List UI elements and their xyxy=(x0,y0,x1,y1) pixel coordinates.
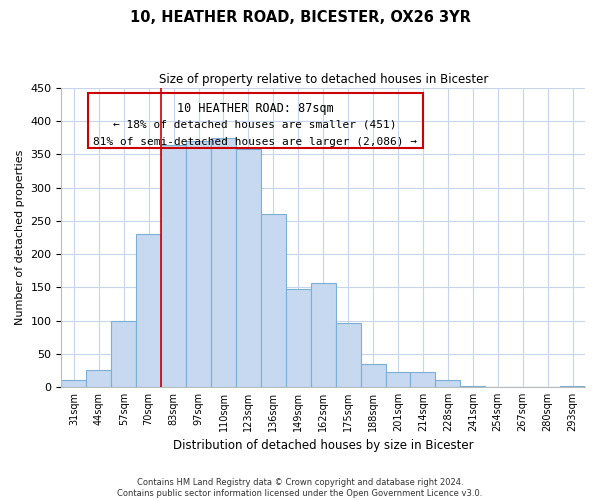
X-axis label: Distribution of detached houses by size in Bicester: Distribution of detached houses by size … xyxy=(173,440,473,452)
Bar xyxy=(111,320,136,387)
Text: ← 18% of detached houses are smaller (451): ← 18% of detached houses are smaller (45… xyxy=(113,120,397,130)
Bar xyxy=(311,284,335,387)
Text: 10, HEATHER ROAD, BICESTER, OX26 3YR: 10, HEATHER ROAD, BICESTER, OX26 3YR xyxy=(130,10,470,25)
Bar xyxy=(286,288,311,387)
Bar xyxy=(211,138,236,387)
Bar xyxy=(261,214,286,387)
Bar xyxy=(335,323,361,387)
Bar xyxy=(86,370,111,387)
Bar xyxy=(560,386,585,387)
Bar xyxy=(186,141,211,387)
Bar xyxy=(236,149,261,387)
Text: 81% of semi-detached houses are larger (2,086) →: 81% of semi-detached houses are larger (… xyxy=(93,138,417,147)
Bar xyxy=(136,234,161,387)
Title: Size of property relative to detached houses in Bicester: Size of property relative to detached ho… xyxy=(158,72,488,86)
Bar xyxy=(460,386,485,387)
Y-axis label: Number of detached properties: Number of detached properties xyxy=(15,150,25,325)
Bar xyxy=(161,144,186,387)
Text: 10 HEATHER ROAD: 87sqm: 10 HEATHER ROAD: 87sqm xyxy=(177,102,334,114)
Bar xyxy=(436,380,460,387)
Bar xyxy=(361,364,386,387)
Bar xyxy=(410,372,436,387)
Text: Contains HM Land Registry data © Crown copyright and database right 2024.
Contai: Contains HM Land Registry data © Crown c… xyxy=(118,478,482,498)
Bar xyxy=(386,372,410,387)
Bar xyxy=(61,380,86,387)
